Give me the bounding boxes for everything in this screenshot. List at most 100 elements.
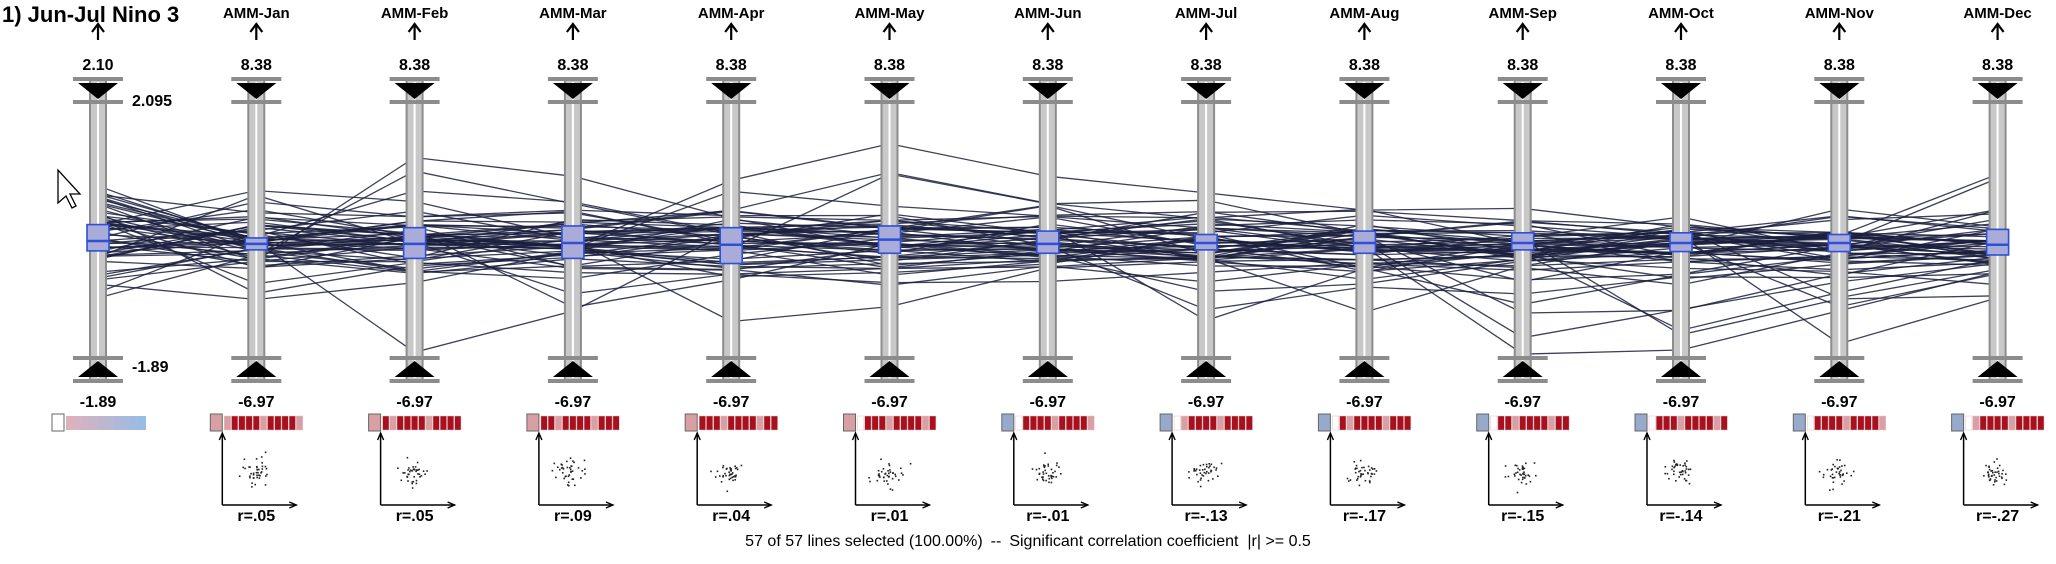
slider-triangle-icon[interactable] [394, 83, 435, 99]
scatter-point [878, 475, 881, 478]
corr-cell [1972, 415, 1980, 431]
scatter-point [1521, 465, 1524, 467]
scatter-point [1995, 480, 1998, 482]
corr-cell [1519, 415, 1527, 431]
scatter-point [1196, 473, 1198, 476]
scatter-point [1516, 491, 1519, 494]
scatter-point [889, 469, 891, 471]
corr-cell [1562, 415, 1570, 431]
corr-cell [605, 415, 613, 431]
slider-triangle-icon[interactable] [1344, 83, 1385, 99]
scatter-point [411, 481, 414, 483]
corr-cell [1490, 415, 1498, 431]
corr-cell [296, 415, 303, 431]
scatter-point [1987, 473, 1990, 476]
scatter-point [1838, 466, 1841, 468]
corr-cell [2015, 415, 2023, 431]
scatter-point [888, 476, 890, 478]
corr-cell [1720, 415, 1728, 431]
corr-cell [411, 415, 419, 431]
scatter-point [1522, 468, 1524, 470]
corr-cell [591, 415, 598, 431]
slider-triangle-icon[interactable] [1027, 83, 1068, 99]
separator-text: -- [990, 533, 1002, 550]
scatter-point [894, 473, 896, 476]
scatter-point [1850, 474, 1852, 477]
legend-cell [130, 416, 138, 430]
legend-cell [122, 416, 130, 430]
scatter-point [728, 471, 730, 473]
corr-cell [878, 415, 886, 431]
corr-cell [720, 415, 728, 431]
slider-triangle-icon[interactable] [1502, 361, 1543, 377]
corr-cell [576, 415, 584, 431]
slider-triangle-icon[interactable] [552, 83, 593, 99]
scatter-point [567, 484, 570, 487]
scatter-point [1685, 465, 1688, 468]
slider-triangle-icon[interactable] [1186, 361, 1227, 377]
scatter-point [572, 460, 574, 462]
corr-cell [1504, 415, 1512, 431]
corr-cell [288, 415, 296, 431]
slider-triangle-icon[interactable] [711, 361, 752, 377]
scatter-point [1681, 470, 1684, 472]
scatter-point [1513, 473, 1516, 475]
slider-triangle-icon[interactable] [552, 361, 593, 377]
slider-triangle-icon[interactable] [394, 361, 435, 377]
slider-triangle-icon[interactable] [1661, 83, 1701, 99]
correlation-label: r=-.27 [1976, 508, 2019, 525]
scatter-point [559, 468, 561, 471]
slider-triangle-icon[interactable] [1819, 83, 1860, 99]
slider-triangle-icon[interactable] [1661, 361, 1701, 377]
corr-swatch [526, 413, 540, 432]
corr-cell [1663, 415, 1671, 431]
scatter-point [261, 465, 264, 468]
axis-tick-bottom [1022, 356, 1073, 360]
slider-triangle-icon[interactable] [78, 361, 118, 377]
axis-2: AMM-Mar 8.38 -6.97 [539, 5, 607, 411]
slider-triangle-icon[interactable] [1344, 361, 1385, 377]
scatter-point [1684, 471, 1687, 474]
corr-swatch [1951, 413, 1965, 432]
scatter-point [734, 467, 737, 470]
slider-triangle-icon[interactable] [869, 361, 910, 377]
quartile-box [1985, 228, 2010, 256]
slider-triangle-icon[interactable] [236, 361, 277, 377]
scatter-point [1839, 474, 1841, 476]
scatter-point [561, 464, 563, 466]
axis-tick-top [1339, 100, 1390, 104]
scatter-point [1829, 475, 1832, 478]
slider-triangle-icon[interactable] [1977, 83, 2018, 99]
corr-cell [1188, 415, 1196, 431]
arrow-up-icon [693, 431, 701, 441]
slider-triangle-icon[interactable] [1977, 361, 2018, 377]
slider-triangle-icon[interactable] [236, 83, 277, 99]
scatter-point [420, 475, 423, 477]
slider-triangle-icon[interactable] [711, 83, 752, 99]
slider-triangle-icon[interactable] [1502, 83, 1543, 99]
corr-cell [1217, 415, 1224, 431]
arrow-up-icon [566, 22, 580, 40]
scatter-point [258, 468, 260, 471]
scatter-point [1042, 471, 1044, 473]
slider-triangle-icon[interactable] [869, 83, 910, 99]
scatter-point [567, 475, 570, 478]
scatter-point [1983, 475, 1985, 477]
slider-triangle-icon[interactable] [1027, 361, 1068, 377]
scatter-point [736, 468, 739, 471]
corr-swatch [1001, 413, 1015, 432]
scatter-point [1671, 465, 1674, 468]
scatter-point [887, 470, 889, 472]
scatter-point [1839, 459, 1841, 461]
scatter-point [1370, 467, 1373, 469]
slider-triangle-icon[interactable] [1819, 361, 1860, 377]
slider-triangle-icon[interactable] [78, 83, 118, 99]
scatter-point [1215, 467, 1218, 469]
correlation-strip [1001, 413, 1095, 432]
arrow-right-icon [1555, 501, 1565, 509]
slider-triangle-icon[interactable] [1186, 83, 1227, 99]
correlation-strip [1159, 413, 1253, 432]
scatter-point [2001, 477, 2003, 480]
